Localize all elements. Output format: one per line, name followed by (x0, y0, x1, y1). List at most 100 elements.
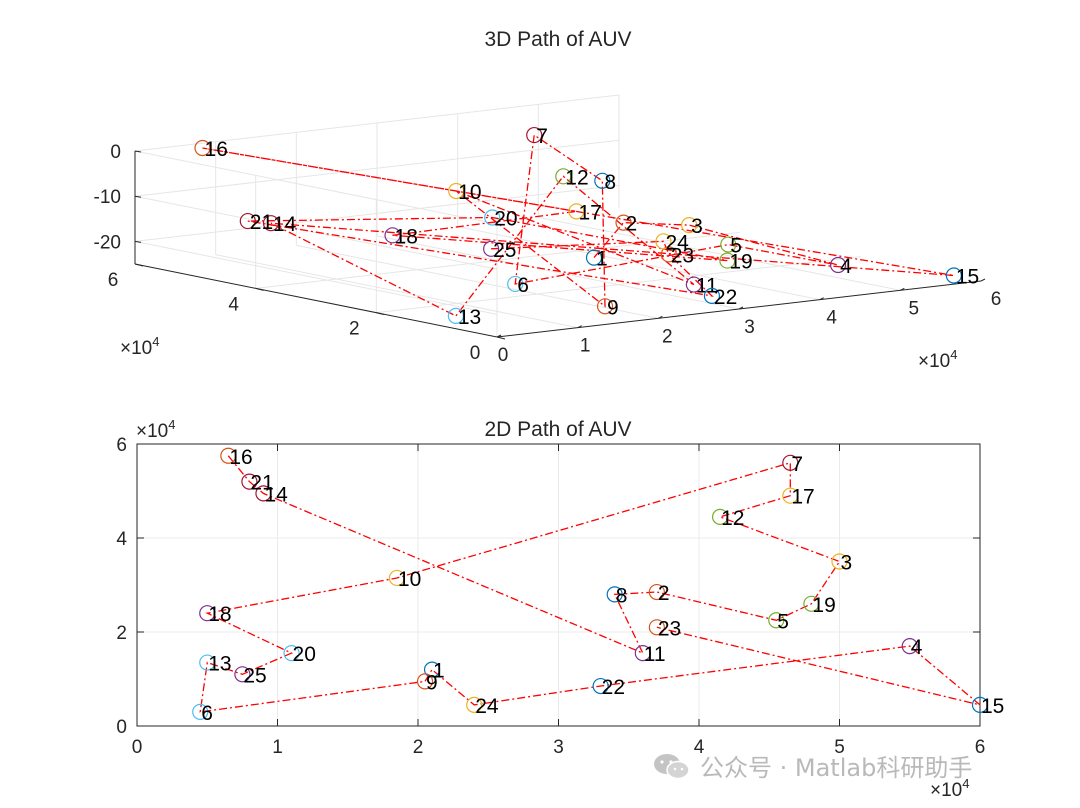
point-marker-3d-21 (239, 212, 256, 230)
point-marker-3d-9 (596, 298, 614, 315)
point-marker-2d-2 (648, 583, 665, 601)
point-marker-3d-5 (720, 236, 737, 253)
point-label-3d-12: 12 (565, 166, 588, 189)
x-tick (819, 297, 824, 301)
grid-line (255, 231, 740, 289)
point-label-3d-5: 5 (730, 235, 742, 258)
z-tick-label: 0 (110, 142, 121, 163)
point-marker-2d-5 (768, 612, 785, 629)
point-marker-3d-15 (945, 267, 962, 284)
point-label-2d-10: 10 (398, 568, 421, 591)
plot-3d-axes (134, 150, 986, 340)
point-label-3d-25: 25 (493, 239, 516, 262)
y-tick (134, 263, 144, 267)
point-marker-2d-13 (199, 654, 216, 671)
grid-line (376, 256, 861, 314)
point-marker-3d-24 (655, 233, 672, 250)
point-label-3d-20: 20 (494, 207, 517, 230)
point-label-2d-12: 12 (721, 507, 744, 530)
point-label-2d-2: 2 (658, 582, 670, 605)
point-marker-3d-25 (483, 240, 500, 257)
x-tick-label: 5 (834, 737, 845, 758)
point-label-3d-16: 16 (205, 138, 228, 161)
point-marker-2d-14 (255, 485, 272, 502)
point-label-2d-25: 25 (243, 664, 266, 687)
point-marker-3d-13 (447, 307, 464, 325)
point-label-2d-16: 16 (229, 446, 252, 469)
plot-3d-path-line (202, 133, 955, 317)
point-label-2d-6: 6 (201, 702, 213, 725)
grid-line (134, 139, 620, 197)
point-marker-3d-1 (585, 249, 603, 266)
point-label-2d-11: 11 (644, 643, 666, 666)
x-tick-label: 4 (694, 737, 705, 758)
x-tick-label: 4 (826, 308, 837, 329)
point-marker-3d-7 (526, 126, 543, 144)
plot-3d-points: 12 34567891011121314151617181920212223242… (194, 125, 979, 329)
point-label-2d-17: 17 (791, 486, 814, 509)
z-tick-label: -10 (94, 187, 121, 208)
grid-line (134, 94, 620, 152)
point-label-3d-17: 17 (578, 201, 601, 224)
point-label-2d-22: 22 (602, 676, 625, 699)
point-label-3d-23: 23 (671, 244, 694, 267)
point-label-3d-3: 3 (691, 215, 703, 238)
point-label-2d-15: 15 (981, 695, 1004, 718)
point-label-3d-21: 21 (250, 211, 273, 234)
x-tick-label: 0 (498, 345, 509, 366)
point-marker-2d-22 (592, 677, 609, 695)
point-marker-2d-17 (782, 487, 799, 504)
point-label-2d-3: 3 (841, 552, 853, 575)
point-marker-2d-20 (283, 645, 300, 662)
plot-3d-y-exponent: ×104 (120, 334, 159, 359)
point-marker-3d-10 (448, 182, 465, 200)
point-label-3d-10: 10 (458, 181, 481, 204)
point-label-3d-8: 8 (604, 171, 616, 194)
x-tick-label: 1 (272, 737, 283, 758)
point-label-3d-15: 15 (956, 266, 979, 289)
point-marker-3d-11 (685, 276, 702, 293)
grid-line (134, 184, 620, 242)
point-label-3d-7: 7 (536, 125, 548, 148)
x-tick-label: 3 (553, 737, 564, 758)
point-label-2d-23: 23 (658, 617, 681, 640)
point-marker-3d-4 (829, 256, 847, 274)
plot-2d-axes-box (136, 443, 981, 727)
point-label-3d-14: 14 (273, 213, 297, 236)
x-tick (577, 325, 582, 329)
x-tick-label: 5 (909, 298, 920, 319)
point-label-2d-8: 8 (616, 584, 628, 607)
point-label-2d-19: 19 (812, 594, 835, 617)
point-label-3d-1: 1 (596, 248, 608, 271)
point-marker-3d-2 (615, 214, 632, 231)
point-label-2d-4: 4 (911, 636, 923, 659)
point-marker-2d-11 (634, 645, 651, 662)
grid-line (215, 254, 578, 329)
point-label-2d-5: 5 (777, 610, 789, 633)
y-tick (376, 312, 385, 316)
grid-line (134, 150, 498, 225)
z-tick (134, 150, 142, 153)
z-tick (134, 240, 142, 243)
point-marker-3d-19 (719, 252, 736, 269)
point-label-3d-2: 2 (626, 213, 638, 236)
y-axis-line (134, 263, 498, 338)
point-marker-2d-4 (901, 637, 918, 655)
x-tick-label: 6 (975, 737, 986, 758)
point-marker-3d-22 (703, 287, 721, 304)
plot-3d-x-exponent: ×104 (918, 347, 957, 372)
x-tick-label: 1 (580, 336, 591, 357)
z-tick-label: -20 (94, 232, 121, 253)
point-label-2d-1: 1 (433, 660, 445, 683)
point-label-3d-6: 6 (517, 274, 529, 297)
wechat-icon (654, 753, 690, 779)
point-label-3d-9: 9 (607, 296, 619, 319)
x-tick (980, 278, 986, 282)
point-label-3d-18: 18 (395, 225, 418, 248)
point-marker-2d-16 (220, 447, 237, 464)
plot-2d-y-exponent: ×104 (136, 417, 175, 442)
point-marker-2d-25 (234, 666, 251, 683)
x-tick-label: 6 (991, 289, 1002, 310)
point-label-2d-14: 14 (264, 483, 288, 506)
